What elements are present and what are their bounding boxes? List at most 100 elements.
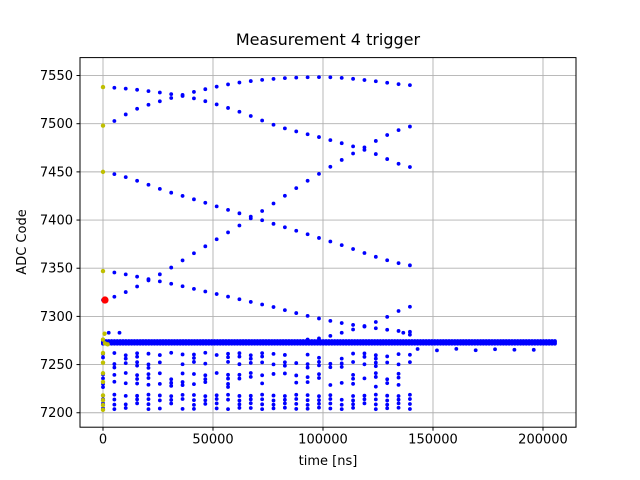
column-dot bbox=[157, 381, 162, 386]
strip-dot bbox=[226, 407, 230, 412]
column-dot bbox=[192, 356, 196, 360]
trace-dot bbox=[180, 284, 185, 289]
column-dot bbox=[260, 360, 265, 365]
column-dot bbox=[248, 356, 253, 361]
trace-dot bbox=[282, 308, 287, 312]
trace-dot bbox=[203, 200, 208, 205]
baseline-band-dot bbox=[401, 341, 406, 346]
baseline-band-dot bbox=[261, 341, 266, 346]
baseline-band-dot bbox=[241, 341, 246, 346]
trace-dot bbox=[328, 318, 333, 323]
strip-dot bbox=[237, 394, 242, 398]
baseline-band-dot bbox=[369, 341, 374, 346]
trace-dot bbox=[408, 329, 412, 334]
baseline-band-dot bbox=[152, 341, 157, 346]
strip-dot bbox=[396, 401, 401, 406]
baseline-band-dot bbox=[318, 341, 323, 346]
column-dot bbox=[351, 381, 355, 386]
first-sample-dot bbox=[100, 393, 106, 398]
strip-dot bbox=[248, 397, 253, 402]
baseline-band-dot bbox=[441, 341, 446, 346]
strip-dot bbox=[203, 398, 208, 403]
baseline-band-dot bbox=[412, 341, 417, 346]
strip-dot bbox=[396, 394, 401, 398]
first-sample-dot bbox=[100, 268, 106, 274]
column-dot bbox=[226, 360, 230, 364]
trace-dot bbox=[294, 311, 299, 315]
strip-dot bbox=[396, 405, 401, 410]
baseline-band-dot bbox=[384, 341, 389, 346]
strip-dot bbox=[169, 394, 174, 399]
column-dot bbox=[123, 356, 128, 361]
first-sample-dot bbox=[102, 331, 107, 336]
baseline-band-dot bbox=[143, 341, 148, 346]
strip-dot bbox=[294, 397, 299, 401]
trace-dot bbox=[305, 75, 310, 80]
strip-dot bbox=[328, 401, 333, 406]
trace-dot bbox=[396, 261, 401, 266]
trace-dot bbox=[112, 119, 117, 123]
trace-dot bbox=[385, 133, 390, 137]
baseline-band-dot bbox=[461, 341, 466, 346]
column-dot bbox=[180, 383, 185, 387]
baseline-band-dot bbox=[166, 341, 171, 346]
baseline-band-dot bbox=[435, 341, 440, 346]
baseline-band-dot bbox=[455, 341, 460, 346]
baseline-band-dot bbox=[109, 341, 114, 346]
baseline-band-dot bbox=[175, 341, 180, 346]
strip-dot bbox=[282, 394, 287, 398]
strip-dot bbox=[408, 407, 412, 411]
trace-dot bbox=[260, 218, 265, 223]
baseline-band-dot bbox=[344, 341, 349, 346]
first-sample-dot bbox=[100, 123, 106, 128]
trace-dot bbox=[169, 265, 174, 270]
column-dot bbox=[260, 381, 265, 386]
strip-dot bbox=[192, 406, 196, 411]
baseline-band-dot bbox=[223, 341, 228, 346]
strip-dot bbox=[157, 406, 162, 411]
trace-dot bbox=[169, 190, 174, 195]
strip-dot bbox=[123, 402, 128, 407]
baseline-band-dot bbox=[381, 341, 386, 346]
trace-dot bbox=[146, 182, 151, 187]
baseline-band-dot bbox=[418, 341, 423, 346]
baseline-band-dot bbox=[135, 341, 140, 346]
trace-dot bbox=[373, 320, 378, 324]
strip-dot bbox=[112, 397, 117, 402]
baseline-band-dot bbox=[424, 341, 429, 346]
baseline-band-dot bbox=[452, 341, 457, 346]
baseline-band-dot bbox=[244, 341, 249, 346]
trace-dot bbox=[305, 132, 310, 137]
baseline-band-dot bbox=[281, 341, 286, 346]
column-dot bbox=[101, 385, 105, 390]
column-dot bbox=[328, 365, 333, 370]
strip-dot bbox=[169, 397, 174, 402]
trace-dot bbox=[351, 151, 355, 156]
strip-dot bbox=[351, 402, 355, 407]
column-dot bbox=[294, 361, 299, 365]
first-sample-dot bbox=[100, 84, 106, 90]
trace-dot bbox=[214, 84, 219, 89]
trace-dot bbox=[328, 164, 333, 169]
column-dot bbox=[146, 362, 151, 367]
baseline-band-dot bbox=[329, 341, 334, 346]
trace-dot bbox=[408, 332, 412, 337]
trace-dot bbox=[294, 186, 299, 190]
column-dot bbox=[157, 353, 162, 357]
baseline-band-dot bbox=[364, 341, 369, 346]
strip-dot bbox=[305, 402, 310, 407]
column-dot bbox=[123, 353, 128, 358]
strip-dot bbox=[362, 393, 367, 398]
baseline-band-dot bbox=[306, 341, 311, 346]
trace-dot bbox=[351, 76, 355, 81]
trace-dot bbox=[317, 135, 321, 139]
column-dot bbox=[135, 381, 140, 386]
baseline-band-dot bbox=[550, 341, 555, 346]
baseline-band-dot bbox=[221, 341, 226, 346]
trace-dot bbox=[362, 251, 367, 255]
baseline-band-dot bbox=[121, 341, 126, 346]
baseline-band-dot bbox=[512, 341, 517, 346]
strip-dot bbox=[248, 406, 253, 410]
baseline-band-dot bbox=[118, 341, 123, 346]
column-dot bbox=[294, 373, 299, 378]
